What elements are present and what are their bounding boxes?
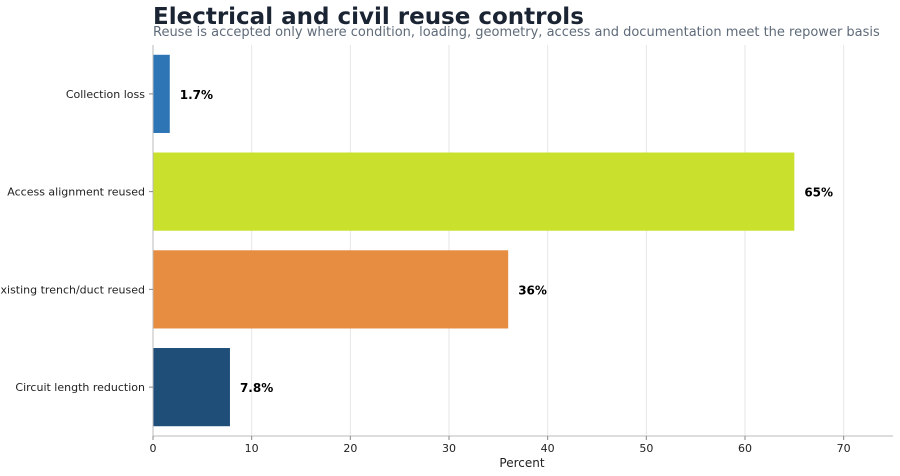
x-tick-label: 0	[150, 442, 157, 455]
chart-title: Electrical and civil reuse controls	[153, 4, 584, 30]
x-axis-label: Percent	[499, 456, 544, 470]
bars	[153, 54, 795, 427]
bar	[153, 54, 170, 133]
bar-value-label: 7.8%	[240, 381, 273, 395]
x-tick-label: 60	[738, 442, 752, 455]
x-tick-label: 10	[245, 442, 259, 455]
y-tick-label: Collection loss	[66, 88, 145, 101]
x-tick-label: 40	[541, 442, 555, 455]
chart-subtitle: Reuse is accepted only where condition, …	[153, 25, 880, 40]
x-tick-label: 50	[639, 442, 653, 455]
y-axis-labels: Collection loss Access alignment reused Ex…	[0, 88, 153, 394]
bar	[153, 348, 230, 427]
data-labels: 1.7% 65% 36% 7.8%	[180, 88, 833, 395]
bar-value-label: 1.7%	[180, 88, 213, 102]
y-tick-label: Access alignment reused	[7, 186, 145, 199]
x-axis-ticks: 0 10 20 30 40 50 60 70	[150, 436, 851, 455]
bar-value-label: 65%	[804, 186, 833, 200]
bar	[153, 152, 795, 231]
gridlines	[251, 45, 845, 436]
y-tick-label: Existing trench/duct reused	[0, 283, 145, 296]
x-tick-label: 70	[837, 442, 851, 455]
x-tick-label: 30	[442, 442, 456, 455]
x-tick-label: 20	[343, 442, 357, 455]
y-tick-label: Circuit length reduction	[15, 381, 145, 394]
bar	[153, 250, 509, 329]
bar-value-label: 36%	[518, 283, 547, 297]
